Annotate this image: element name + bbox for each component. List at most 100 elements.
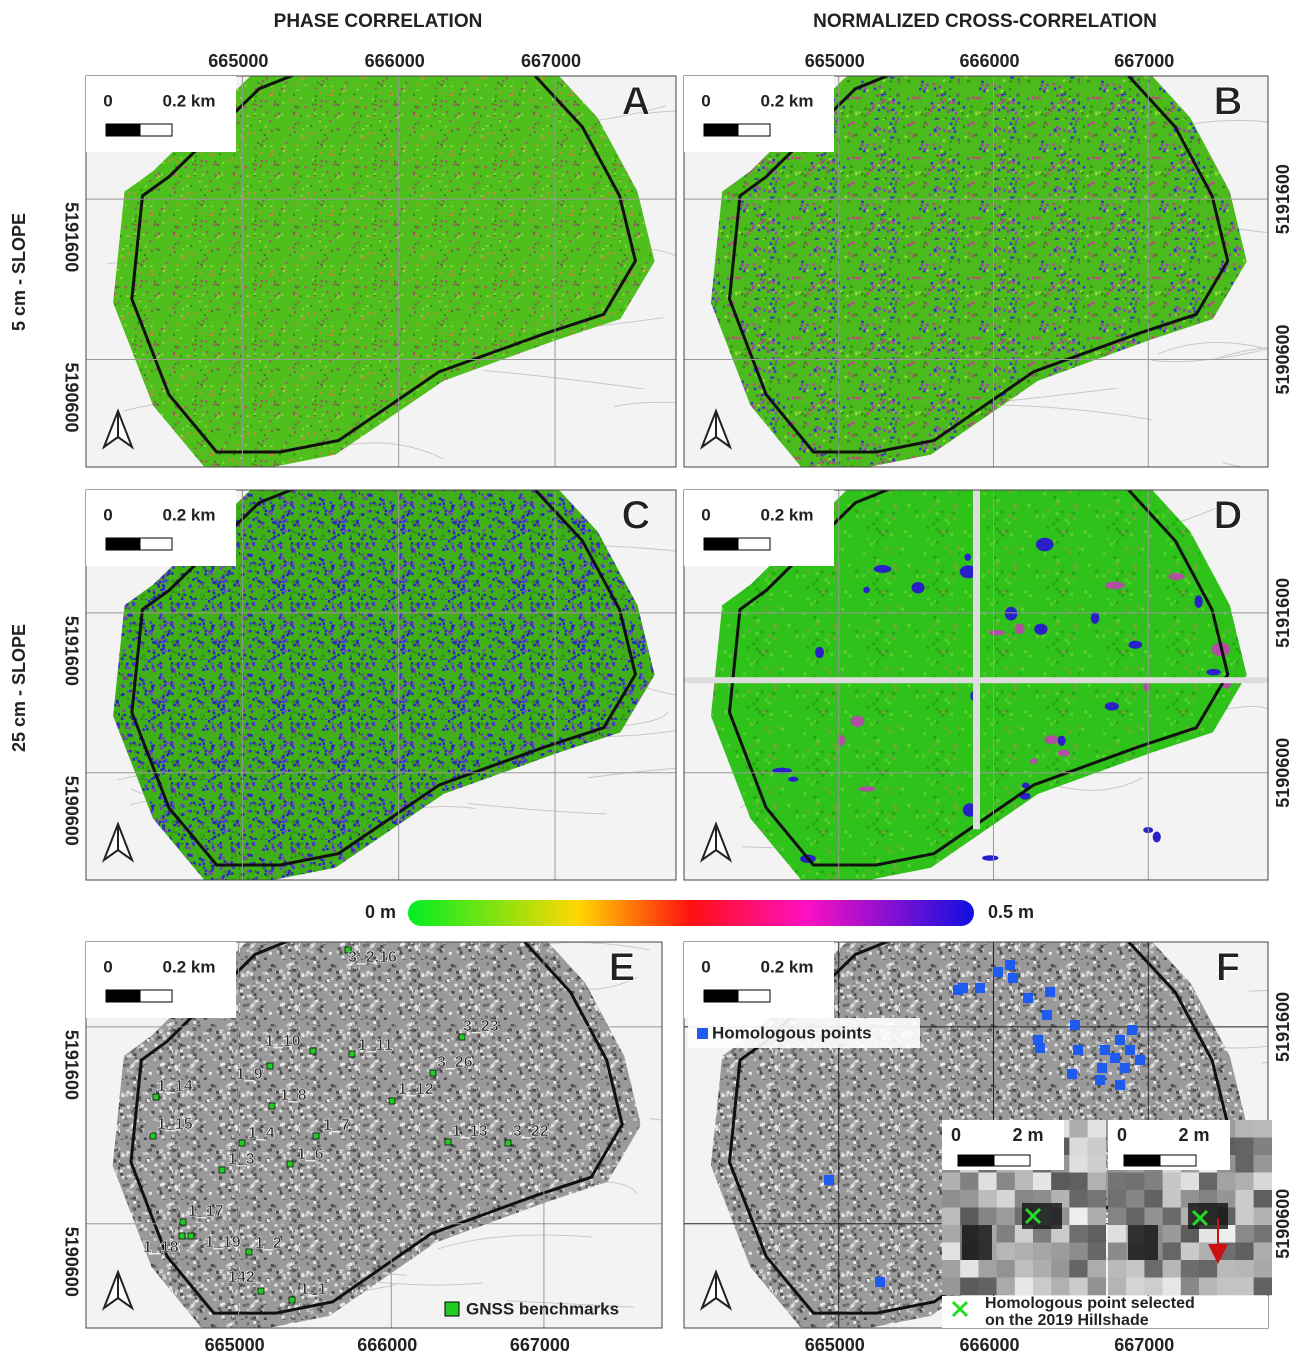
inset-pixel — [1069, 1120, 1087, 1138]
inset-pixel — [997, 1278, 1015, 1296]
inset-image: 02 m — [942, 1120, 1106, 1295]
gnss-marker — [505, 1140, 511, 1146]
homologous-point — [975, 983, 985, 993]
gnss-marker — [445, 1139, 451, 1145]
inset-pixel — [1163, 1260, 1181, 1278]
x-tick-label: 666000 — [959, 51, 1019, 71]
inset-pixel — [942, 1243, 960, 1261]
scale-bar — [704, 538, 738, 550]
inset-pixel — [1254, 1278, 1272, 1296]
inset-pixel — [942, 1260, 960, 1278]
y-tick-label: 5191600 — [61, 616, 81, 686]
inset-dark — [1022, 1203, 1062, 1229]
gnss-marker — [188, 1233, 194, 1239]
gnss-marker — [179, 1233, 185, 1239]
inset-pixel — [1015, 1260, 1033, 1278]
inset-pixel — [1163, 1173, 1181, 1191]
column-title: NORMALIZED CROSS-CORRELATION — [813, 11, 1157, 32]
column-title: PHASE CORRELATION — [274, 11, 483, 32]
scale-label: 0.2 km — [163, 957, 216, 976]
blue-patch — [1206, 669, 1220, 676]
blue-patch — [1194, 595, 1202, 608]
gnss-marker — [267, 1063, 273, 1069]
scale-bar — [106, 990, 140, 1002]
benchmark-label: 1_18 — [143, 1239, 179, 1256]
inset-pixel — [1163, 1225, 1181, 1243]
x-tick-label: 665000 — [805, 51, 865, 71]
inset-pixel — [1235, 1225, 1253, 1243]
homologous-point — [1067, 1069, 1077, 1079]
homologous-point — [1100, 1045, 1110, 1055]
inset-pixel — [1069, 1155, 1087, 1173]
y-tick-label: 5190600 — [1273, 1189, 1293, 1259]
scale-bar — [106, 538, 140, 550]
inset-pixel — [978, 1173, 996, 1191]
inset-pixel — [978, 1208, 996, 1226]
inset-pixel — [1088, 1278, 1106, 1296]
inset-pixel — [1144, 1208, 1162, 1226]
inset-pixel — [1126, 1208, 1144, 1226]
inset-pixel — [1051, 1243, 1069, 1261]
gnss-marker — [310, 1048, 316, 1054]
benchmark-label: 1_10 — [265, 1033, 301, 1050]
inset-pixel — [1088, 1225, 1106, 1243]
y-tick-label: 5191600 — [1273, 578, 1293, 648]
blue-patch — [1105, 702, 1119, 710]
y-tick-label: 5191600 — [1273, 992, 1293, 1062]
inset-pixel — [1069, 1278, 1087, 1296]
inset-pixel — [997, 1208, 1015, 1226]
blue-patch — [1058, 736, 1066, 746]
homologous-point — [1097, 1063, 1107, 1073]
inset-pixel — [1033, 1260, 1051, 1278]
legend-marker — [697, 1028, 708, 1039]
inset-pixel — [1108, 1173, 1126, 1191]
benchmark-label: 3_22 — [513, 1123, 549, 1140]
inset-pixel — [1088, 1155, 1106, 1173]
benchmark-label: 142 — [228, 1269, 255, 1286]
inset-pixel — [1015, 1243, 1033, 1261]
inset-pixel — [1088, 1208, 1106, 1226]
scale-box — [86, 942, 236, 1018]
x-tick-label: 665000 — [205, 1335, 265, 1355]
inset-pixel — [1088, 1120, 1106, 1138]
gnss-marker — [349, 1051, 355, 1057]
gnss-marker — [313, 1133, 319, 1139]
scale-box — [86, 490, 236, 566]
scale-bar — [704, 124, 738, 136]
inset-pixel — [1181, 1243, 1199, 1261]
inset-pixel — [1069, 1138, 1087, 1156]
benchmark-label: 1_1 — [300, 1281, 327, 1298]
scale-box — [684, 490, 834, 566]
inset-pixel — [1235, 1120, 1253, 1138]
legend-label: GNSS benchmarks — [466, 1299, 619, 1318]
inset-pixel — [960, 1190, 978, 1208]
scale-bar — [994, 1155, 1030, 1166]
inset-pixel — [1088, 1173, 1106, 1191]
inset-pixel — [1181, 1173, 1199, 1191]
scale-label: 0.2 km — [163, 505, 216, 524]
x-tick-label: 666000 — [959, 1335, 1019, 1355]
inset-pixel — [1217, 1278, 1235, 1296]
homologous-point — [1005, 960, 1015, 970]
panel-letter: B — [1214, 80, 1243, 124]
benchmark-label: 3_23 — [463, 1018, 499, 1035]
scale-label: 0 — [951, 1125, 961, 1145]
inset-pixel — [997, 1173, 1015, 1191]
inset-pixel — [1163, 1243, 1181, 1261]
scale-box — [684, 942, 834, 1018]
inset-pixel — [1235, 1278, 1253, 1296]
x-tick-label: 666000 — [365, 51, 425, 71]
inset-pixel — [997, 1225, 1015, 1243]
scale-label: 0 — [701, 957, 710, 976]
inset-pixel — [1126, 1173, 1144, 1191]
gnss-marker — [180, 1219, 186, 1225]
inset-pixel — [1235, 1243, 1253, 1261]
homologous-point — [958, 983, 968, 993]
inset-pixel — [1033, 1243, 1051, 1261]
benchmark-label: 1_15 — [157, 1116, 193, 1133]
x-tick-label: 666000 — [357, 1335, 417, 1355]
inset-pixel — [960, 1260, 978, 1278]
blue-patch — [989, 630, 1005, 635]
